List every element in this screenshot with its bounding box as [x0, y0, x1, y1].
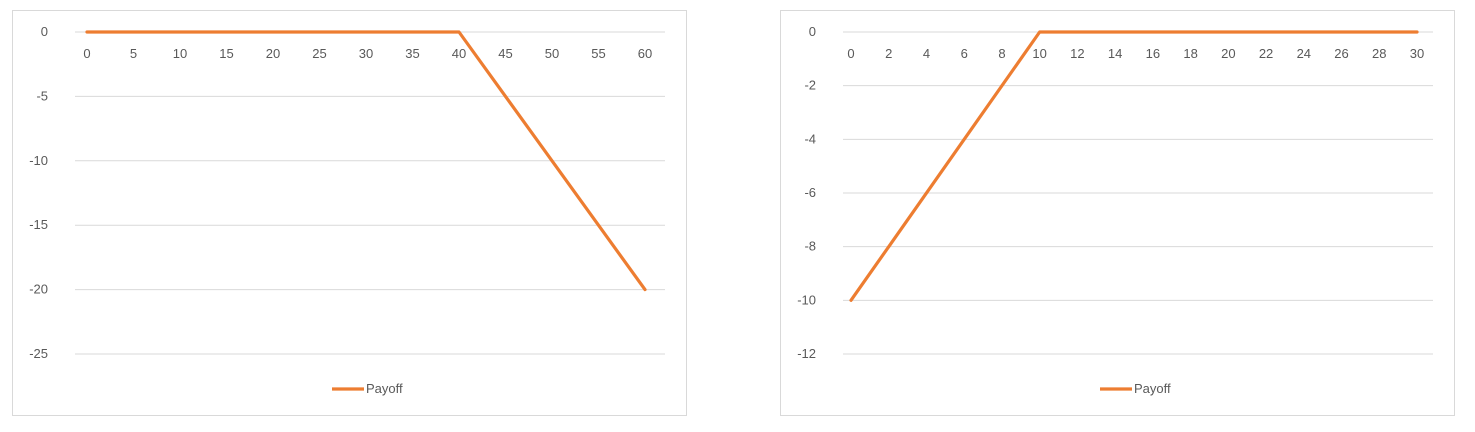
chart-right-svg: 0-2-4-6-8-10-120 2 4 6 8 10 12 14 16 18 20 22 24 26 28… — [797, 24, 1433, 396]
x-tick-label: 12 — [1070, 46, 1084, 61]
y-tick-label: -2 — [804, 78, 816, 93]
x-tick-label: 50 — [545, 46, 559, 61]
chart-left-svg: 0 -5 -10 -15 -20 -25 0 5 10 15 20 25 30 35 40 45 50 55 60 P… — [29, 24, 665, 396]
x-tick-label: 15 — [219, 46, 233, 61]
x-tick-label: 24 — [1297, 46, 1311, 61]
x-tick-label: 18 — [1183, 46, 1197, 61]
x-tick-label: 10 — [173, 46, 187, 61]
x-tick-label: 60 — [638, 46, 652, 61]
legend-label: Payoff — [366, 381, 403, 396]
y-tick-label: -10 — [29, 153, 48, 168]
x-tick-label: 30 — [1410, 46, 1424, 61]
x-tick-label: 5 — [130, 46, 137, 61]
x-tick-label: 40 — [452, 46, 466, 61]
x-tick-label: 4 — [923, 46, 930, 61]
series-line-payoff — [85, 30, 647, 292]
x-tick-label: 16 — [1146, 46, 1160, 61]
legend-label: Payoff — [1134, 381, 1171, 396]
payoff-chart-right: 0 -2 -4 -6 -8 -10 -12 0 2 4 6 8 10 12 14 16 18 20 22 24 26 28… — [780, 10, 1455, 416]
x-tick-label: 0 — [847, 46, 854, 61]
x-tick-label: 22 — [1259, 46, 1273, 61]
x-tick-label: 30 — [359, 46, 373, 61]
x-tick-label: 20 — [266, 46, 280, 61]
x-tick-label: 45 — [498, 46, 512, 61]
y-tick-label: 0 — [809, 24, 816, 39]
x-tick-label: 25 — [312, 46, 326, 61]
x-tick-label: 6 — [961, 46, 968, 61]
series-line-payoff — [849, 30, 1419, 302]
y-tick-label: -4 — [804, 131, 816, 146]
y-tick-label: -6 — [804, 185, 816, 200]
x-tick-label: 26 — [1334, 46, 1348, 61]
x-tick-label: 55 — [591, 46, 605, 61]
x-tick-label: 35 — [405, 46, 419, 61]
y-tick-label: -15 — [29, 217, 48, 232]
x-tick-label: 2 — [885, 46, 892, 61]
x-tick-label: 28 — [1372, 46, 1386, 61]
y-tick-label: -25 — [29, 346, 48, 361]
y-tick-label: -8 — [804, 239, 816, 254]
y-tick-label: -12 — [797, 346, 816, 361]
y-tick-label: 0 — [41, 24, 48, 39]
y-tick-label: -20 — [29, 282, 48, 297]
payoff-chart-left: 0 -5 -10 -15 -20 -25 0 5 10 15 20 25 30 35 40 45 50 55 60 P… — [12, 10, 687, 416]
x-tick-label: 20 — [1221, 46, 1235, 61]
x-tick-label: 10 — [1032, 46, 1046, 61]
y-tick-label: -10 — [797, 292, 816, 307]
x-tick-label: 0 — [83, 46, 90, 61]
y-tick-label: -5 — [36, 88, 48, 103]
x-tick-label: 14 — [1108, 46, 1122, 61]
x-tick-label: 8 — [998, 46, 1005, 61]
